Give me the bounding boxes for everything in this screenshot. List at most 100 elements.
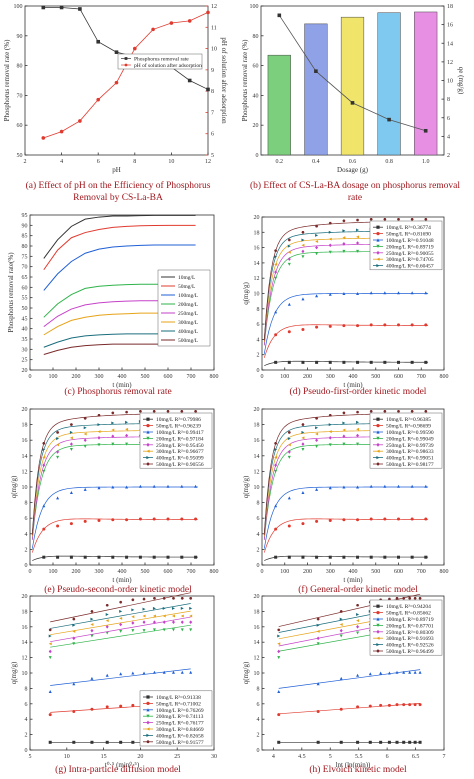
legend-entry-f: 500mg/L R²=0.98177 — [386, 462, 434, 468]
y2-tick-label-b: 12 — [447, 60, 453, 66]
point-200mg/L — [111, 442, 115, 446]
point-100mg/L — [166, 484, 170, 488]
point-100mg/L — [315, 487, 319, 491]
point-250mg/L — [42, 463, 46, 467]
point-250mg/L — [142, 620, 146, 624]
point-ph-after — [206, 10, 210, 15]
y-tick-label-d: 14 — [254, 261, 260, 267]
legend-marker-f — [376, 424, 380, 428]
legend-marker-e — [146, 449, 150, 453]
legend-entry-e: 100mg/L R²=0.99417 — [156, 430, 204, 436]
y-tick-label-g: 14 — [22, 640, 28, 646]
point-400mg/L — [189, 606, 193, 610]
legend-marker-e — [146, 462, 150, 466]
legend-entry-g: 500mg/L R²=0.91577 — [156, 740, 204, 746]
point-400mg/L — [111, 421, 115, 425]
x-tick-label-a: 12 — [205, 159, 211, 165]
legend-box-f — [369, 412, 443, 469]
legend-entry-d: 10mg/L R²=0.36774 — [386, 225, 431, 231]
point-300mg/L — [142, 614, 146, 618]
point-10mg/L — [274, 360, 278, 364]
point-400mg/L — [328, 230, 332, 234]
point-10mg/L — [356, 740, 360, 744]
point-200mg/L — [356, 631, 360, 635]
point-400mg/L — [90, 617, 94, 621]
y-axis-label-e: q(mg/g) — [10, 475, 18, 498]
x-tick-label-b: 0.6 — [349, 159, 357, 165]
point-200mg/L — [301, 255, 305, 259]
y-tick-label-f: 18 — [254, 423, 260, 429]
legend-marker-f — [376, 449, 380, 453]
legend-marker-d — [376, 250, 380, 255]
point-10mg/L — [131, 740, 135, 744]
point-500mg/L — [342, 219, 346, 223]
legend-marker-g — [146, 714, 150, 718]
x-tick-label-e: 500 — [141, 569, 150, 575]
point-400mg/L — [42, 448, 46, 452]
point-10mg/L — [72, 740, 76, 744]
point-50mg/L — [383, 323, 387, 327]
point-50mg/L — [402, 703, 406, 707]
point-500mg/L — [189, 597, 193, 600]
y-tick-label-d: 20 — [254, 215, 260, 221]
point-400mg/L — [97, 423, 101, 427]
point-250mg/L — [274, 270, 278, 274]
point-50mg/L — [397, 517, 400, 521]
fit-curve-10mg/L — [264, 360, 429, 366]
y-tick-label-f: 2 — [257, 547, 260, 553]
point-10mg/L — [356, 360, 360, 364]
legend-marker-g — [146, 727, 150, 731]
point-400mg/L — [274, 448, 278, 452]
point-200mg/L — [105, 631, 109, 635]
legend-marker-d — [376, 232, 380, 236]
point-250mg/L — [316, 636, 320, 641]
point-10mg/L — [194, 555, 198, 559]
legend-entry-c: 10mg/L — [178, 275, 196, 281]
y-tick-label-h: 12 — [254, 656, 260, 662]
fit-line-250mg/L — [50, 616, 191, 643]
legend-entry-c: 300mg/L — [178, 320, 199, 326]
point-200mg/L — [274, 469, 278, 473]
point-400mg/L — [180, 606, 184, 610]
point-250mg/L — [125, 433, 129, 438]
x-tick-label-b: 0.4 — [312, 159, 320, 165]
point-100mg/L — [413, 670, 417, 674]
point-10mg/L — [315, 555, 319, 559]
point-500mg/L — [315, 417, 319, 420]
point-200mg/L — [316, 642, 320, 646]
x-tick-label-b: 1.0 — [422, 159, 430, 165]
point-300mg/L — [287, 250, 291, 254]
plot-frame-a — [24, 5, 209, 156]
point-10mg/L — [152, 555, 156, 559]
y2-tick-label-a: 7 — [211, 110, 214, 116]
x-axis-label-a: pH — [112, 166, 121, 174]
series-line-removal-rate — [43, 7, 209, 90]
y-tick-label-h: 6 — [257, 702, 260, 708]
y-tick-label-b: 100 — [250, 4, 259, 10]
y-tick-label-g: 4 — [25, 717, 28, 723]
y-axis-label-b: Phosphorus removal rate (%) — [241, 39, 249, 122]
y-tick-label-h: 10 — [254, 671, 260, 677]
point-10mg/L — [315, 360, 319, 364]
point-200mg/L — [328, 250, 332, 254]
point-50mg/L — [97, 519, 101, 523]
bar-dosage-1.0 — [414, 11, 438, 156]
caption-b: (b) Effect of CS-La-BA dosage on phospho… — [250, 180, 460, 191]
x-tick-label-g: 30 — [211, 754, 217, 760]
point-50mg/L — [424, 517, 428, 521]
legend-marker-e — [146, 417, 150, 421]
point-400mg/L — [56, 437, 60, 441]
bar-dosage-0.2 — [267, 54, 291, 156]
point-50mg/L — [90, 707, 94, 711]
point-200mg/L — [119, 629, 123, 633]
y-tick-label-f: 16 — [254, 438, 260, 444]
y-axis-label-h: q(mg/g) — [242, 661, 250, 684]
legend-entry-e: 500mg/L R²=0.90556 — [156, 462, 204, 468]
point-250mg/L — [72, 636, 76, 641]
point-10mg/L — [342, 360, 346, 364]
point-200mg/L — [72, 642, 76, 646]
x-tick-label-f: 700 — [417, 569, 426, 575]
point-200mg/L — [189, 628, 193, 632]
point-500mg/L — [90, 610, 94, 613]
